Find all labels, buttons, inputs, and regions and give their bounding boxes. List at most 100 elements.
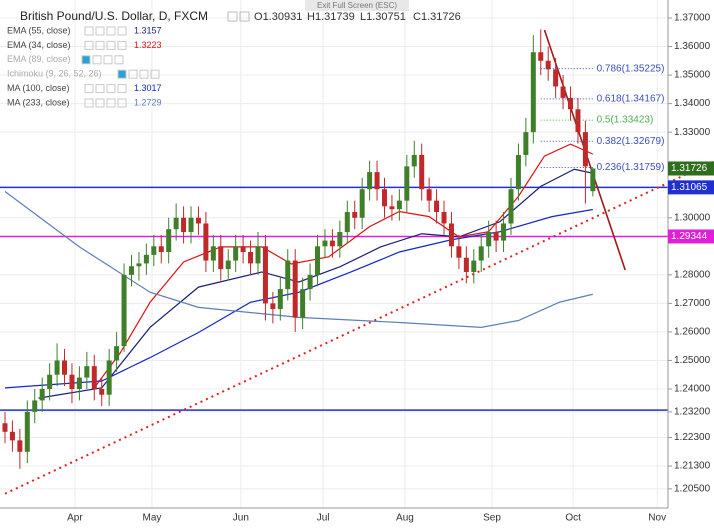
indicator-icon[interactable] [81, 55, 91, 65]
candle-body [419, 154, 425, 190]
candle-body [471, 260, 477, 272]
level-price-label-box [668, 229, 714, 244]
candle-body [315, 246, 321, 275]
indicator-icon[interactable] [106, 98, 116, 108]
indicator-name: EMA (89, close) [7, 54, 71, 64]
candle-body [337, 232, 343, 247]
exit-hint[interactable]: Exit Full Screen (ESC) [317, 1, 397, 10]
indicator-icon[interactable] [95, 40, 105, 50]
indicator-icon[interactable] [106, 84, 116, 94]
candle-body [352, 212, 358, 218]
candle-body [255, 246, 261, 264]
y-tick-label: 1.35000 [674, 70, 711, 81]
header-icon[interactable] [227, 11, 238, 22]
candle-body [508, 189, 514, 224]
indicator-icon[interactable] [84, 98, 94, 108]
indicator-value: 1.3223 [134, 40, 162, 50]
fib-label: 0.786(1.35225) [597, 63, 665, 74]
indicator-icon[interactable] [106, 26, 116, 36]
candle-body [17, 440, 23, 452]
indicator-name: EMA (55, close) [7, 25, 71, 35]
x-tick-label: May [142, 513, 161, 524]
indicator-icon[interactable] [106, 40, 116, 50]
indicator-icon[interactable] [114, 55, 124, 65]
last-price-label: 1.31726 [671, 163, 708, 174]
candle-body [568, 97, 574, 110]
candle-body [262, 246, 268, 304]
candle-body [9, 431, 15, 441]
candle-body [121, 274, 127, 347]
indicator-value: 1.2729 [134, 97, 162, 107]
indicator-icon[interactable] [117, 26, 127, 36]
candle-body [582, 132, 588, 167]
exit-hint-box[interactable] [305, 0, 409, 11]
indicator-icon[interactable] [117, 98, 127, 108]
y-tick-label: 1.22300 [674, 432, 711, 443]
header-icon[interactable] [239, 11, 250, 22]
candle-body [128, 266, 134, 275]
x-tick-label: Nov [648, 513, 666, 524]
y-tick-label: 1.28000 [674, 269, 711, 280]
ohlc-label: C [413, 11, 421, 23]
y-tick-label: 1.20500 [674, 484, 711, 495]
candle-body [285, 260, 291, 290]
indicator-line [4, 208, 593, 389]
indicator-icon[interactable] [103, 55, 113, 65]
candle-body [381, 189, 387, 207]
candle-body [136, 263, 142, 267]
candle-body [173, 217, 179, 230]
indicator-icon[interactable] [117, 84, 127, 94]
candle-body [233, 246, 239, 261]
candle-body [530, 52, 536, 133]
candle-body [240, 246, 246, 253]
x-tick-label: Oct [565, 513, 581, 524]
indicator-name: Ichimoku (9, 26, 52, 26) [7, 69, 102, 79]
indicator-icon[interactable] [150, 69, 160, 79]
level-price-label: 1.29344 [671, 231, 708, 242]
fib-label: 0.5(1.33423) [597, 115, 654, 126]
indicator-icon[interactable] [95, 26, 105, 36]
indicator-icon[interactable] [84, 84, 94, 94]
indicator-name: MA (233, close) [7, 97, 70, 107]
candle-body [367, 172, 373, 190]
y-tick-label: 1.33000 [674, 127, 711, 138]
candle-body [448, 223, 454, 247]
candle-body [515, 154, 521, 190]
indicator-value: 1.3017 [134, 83, 162, 93]
indicator-icon[interactable] [95, 98, 105, 108]
candle-body [24, 411, 30, 452]
indicator-icon[interactable] [92, 55, 102, 65]
fib-label: 0.618(1.34167) [597, 93, 665, 104]
candle-body [151, 246, 157, 255]
ohlc-field: L1.30751 [360, 11, 406, 23]
indicator-icon[interactable] [84, 40, 94, 50]
candle-body [76, 377, 82, 389]
indicator-icon[interactable] [128, 69, 138, 79]
indicator-line [38, 168, 593, 399]
candle-body [225, 260, 231, 270]
indicator-icon[interactable] [95, 84, 105, 94]
indicator-name: MA (100, close) [7, 83, 70, 93]
candle-body [426, 189, 432, 201]
candle-body [374, 172, 380, 190]
y-tick-label: 1.30000 [674, 212, 711, 223]
ohlc-field: C1.31726 [413, 11, 461, 23]
candle-body [553, 69, 559, 87]
chart-title: British Pound/U.S. Dollar, D, FXCM [20, 9, 208, 23]
ohlc-value: 1.31739 [315, 11, 355, 23]
indicator-icon[interactable] [84, 26, 94, 36]
indicator-icon[interactable] [139, 69, 149, 79]
candle-body [143, 254, 149, 264]
candle-body [47, 374, 53, 389]
indicator-value: 1.3157 [134, 25, 162, 35]
y-tick-label: 1.26000 [674, 327, 711, 338]
candle-body [158, 246, 164, 253]
candle-body [188, 217, 194, 233]
indicator-icon[interactable] [117, 69, 127, 79]
candle-body [411, 154, 417, 167]
candle-body [590, 168, 596, 192]
candle-body [99, 388, 105, 395]
candle-body [292, 260, 298, 318]
candle-body [114, 346, 120, 361]
indicator-icon[interactable] [117, 40, 127, 50]
